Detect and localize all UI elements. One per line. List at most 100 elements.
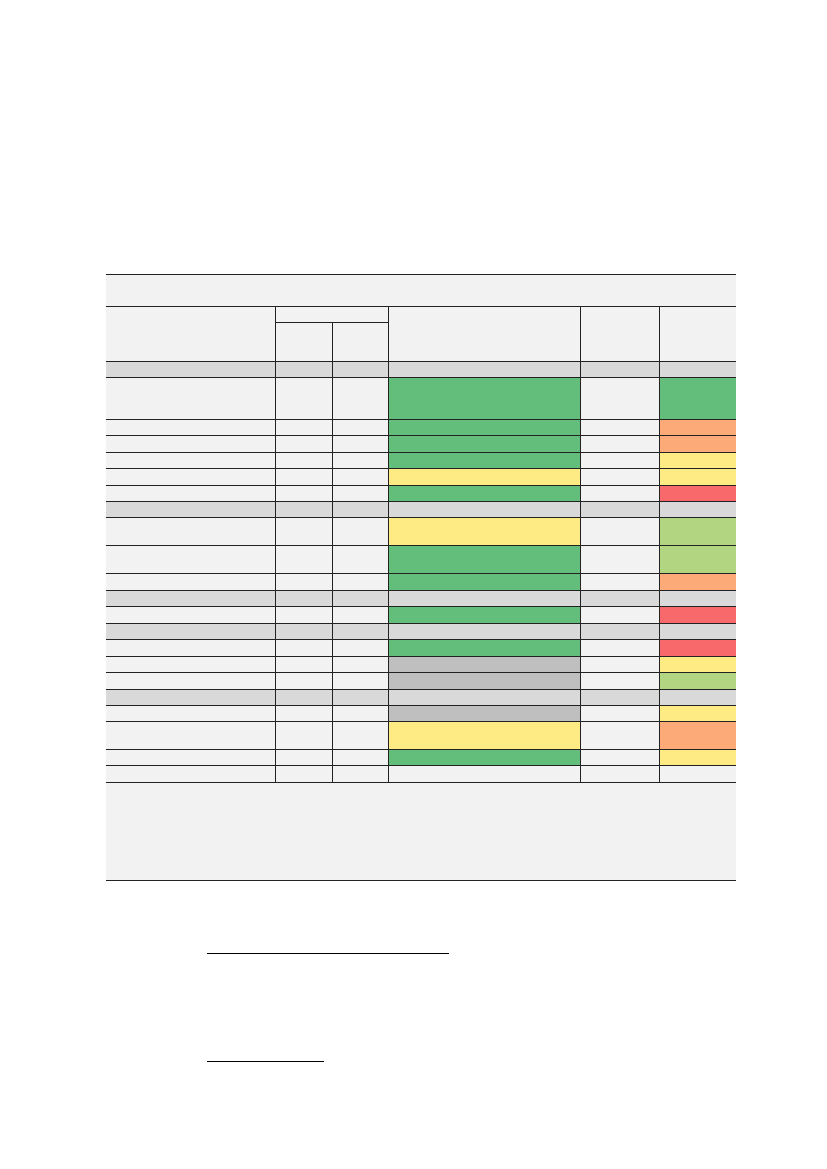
table-cell — [333, 518, 389, 546]
table-cell — [276, 436, 333, 453]
link-underline — [207, 953, 449, 954]
table-cell — [276, 750, 333, 766]
table-cell — [106, 378, 276, 420]
table-cell — [660, 640, 736, 657]
table-cell — [106, 518, 276, 546]
table-cell — [333, 766, 389, 783]
table-cell — [389, 624, 581, 640]
table-cell — [276, 624, 333, 640]
table-cell — [106, 574, 276, 591]
table-cell — [389, 546, 581, 574]
header-cell — [581, 307, 660, 362]
table-cell — [581, 624, 660, 640]
table-cell — [106, 722, 276, 750]
table-cell — [581, 750, 660, 766]
table-cell — [660, 469, 736, 486]
table-cell — [276, 640, 333, 657]
table-cell — [389, 469, 581, 486]
table-cell — [333, 640, 389, 657]
table-cell — [581, 362, 660, 378]
table-cell — [333, 502, 389, 518]
table-cell — [276, 546, 333, 574]
table-cell — [389, 436, 581, 453]
link-underline — [207, 1061, 324, 1062]
table-cell — [389, 591, 581, 607]
table-cell — [581, 574, 660, 591]
table-cell — [389, 657, 581, 673]
header-cell — [660, 307, 736, 362]
table-cell — [333, 706, 389, 722]
table-cell — [106, 546, 276, 574]
table-cell — [276, 518, 333, 546]
table-cell — [389, 453, 581, 469]
table-cell — [660, 673, 736, 690]
table-cell — [389, 706, 581, 722]
table-cell — [333, 420, 389, 436]
table-cell — [106, 591, 276, 607]
table-cell — [660, 706, 736, 722]
table-cell — [660, 486, 736, 502]
table-cell — [660, 766, 736, 783]
table-cell — [581, 591, 660, 607]
table-cell — [581, 766, 660, 783]
table-cell — [581, 502, 660, 518]
table-cell — [333, 591, 389, 607]
table-cell — [660, 453, 736, 469]
table-cell — [581, 722, 660, 750]
table-cell — [106, 502, 276, 518]
table-cell — [660, 750, 736, 766]
table-cell — [276, 420, 333, 436]
table-cell — [389, 518, 581, 546]
table-cell — [581, 436, 660, 453]
table-cell — [333, 722, 389, 750]
table-cell — [333, 453, 389, 469]
header-group — [276, 307, 389, 323]
table-title — [106, 274, 736, 307]
table-cell — [660, 657, 736, 673]
table-cell — [581, 453, 660, 469]
header-cell — [276, 323, 333, 362]
table-cell — [660, 624, 736, 640]
table-cell — [389, 420, 581, 436]
table-cell — [389, 673, 581, 690]
table-cell — [106, 640, 276, 657]
table-cell — [276, 657, 333, 673]
table-cell — [333, 690, 389, 706]
table-cell — [660, 574, 736, 591]
table-cell — [106, 657, 276, 673]
table-cell — [389, 378, 581, 420]
table-cell — [389, 502, 581, 518]
table-cell — [581, 378, 660, 420]
table-cell — [581, 546, 660, 574]
table-cell — [276, 378, 333, 420]
table-cell — [660, 518, 736, 546]
table-cell — [660, 722, 736, 750]
table-cell — [276, 574, 333, 591]
table-cell — [333, 362, 389, 378]
table-cell — [106, 420, 276, 436]
table-cell — [276, 486, 333, 502]
table-footer — [106, 783, 736, 881]
table-cell — [106, 706, 276, 722]
table-cell — [389, 690, 581, 706]
table-cell — [276, 673, 333, 690]
table-cell — [581, 690, 660, 706]
table-cell — [276, 362, 333, 378]
table-cell — [106, 436, 276, 453]
table-cell — [389, 722, 581, 750]
table-cell — [106, 469, 276, 486]
table-cell — [660, 607, 736, 624]
header-cell — [333, 323, 389, 362]
table-cell — [581, 420, 660, 436]
table-cell — [333, 486, 389, 502]
table-cell — [106, 766, 276, 783]
table-cell — [389, 640, 581, 657]
table-cell — [276, 502, 333, 518]
table-cell — [660, 420, 736, 436]
table-cell — [276, 469, 333, 486]
table-cell — [106, 453, 276, 469]
table-cell — [106, 607, 276, 624]
table-cell — [581, 607, 660, 624]
table-cell — [389, 766, 581, 783]
